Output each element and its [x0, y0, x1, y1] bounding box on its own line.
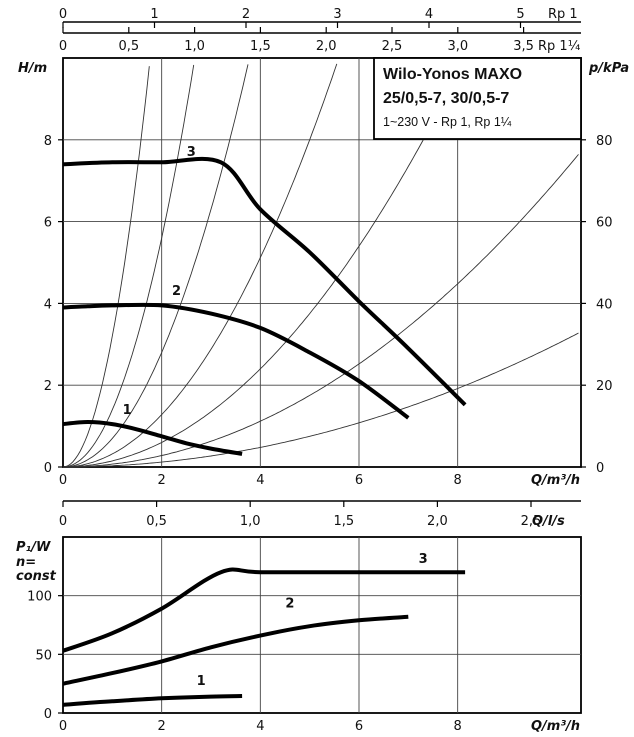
system-curve [62, 64, 249, 468]
tick-labels: 0 1 2 3 4 50 0,5 1,0 1,5 2,0 2,5 3,0 3,50 2 4 6 80246802… [27, 7, 612, 734]
power-x-tick-label: 2 [158, 719, 166, 734]
bottom-top-axis-tick-label: 0 [59, 514, 67, 529]
power-x-tick-label: 4 [256, 719, 264, 734]
x-tick-label: 0 [59, 473, 67, 488]
top-axis-2-tick-label: 2,0 [316, 39, 337, 54]
curve-label-2: 2 [172, 284, 181, 299]
system-curve [63, 59, 466, 468]
pump-curve-2 [62, 302, 410, 420]
bottom-top-axis-tick-label: 2,5 [521, 514, 542, 529]
top-axis-1-tick-label: 3 [333, 7, 341, 22]
x-tick-label: 2 [158, 473, 166, 488]
y-right-tick-label: 0 [596, 461, 604, 476]
curve-label-3: 3 [187, 145, 196, 160]
y-right-tick-label: 60 [596, 216, 613, 231]
top-axis-1-tick-label: 4 [425, 7, 433, 22]
bottom-top-axis-tick-label: 1,0 [240, 514, 261, 529]
x-axis-label: Q/m³/h [531, 473, 580, 488]
top-axis-1-tick-label: 2 [242, 7, 250, 22]
top-axis-1-tick-label: 5 [516, 7, 524, 22]
power-y-tick-label: 50 [35, 648, 52, 663]
power-y-axis-label-3: const [16, 569, 57, 584]
y-tick-label: 4 [44, 297, 52, 312]
bottom-top-axis-unit: Q/l/s [532, 514, 565, 529]
y-axis-right-label: p/kPa [588, 61, 629, 76]
top-axis-2-tick-label: 2,5 [382, 39, 403, 54]
bottom-top-axis-tick-label: 0,5 [146, 514, 167, 529]
curve-label-1: 1 [123, 403, 132, 418]
series-lines: 1 2 3 1 2 3 [62, 145, 467, 707]
power-y-tick-label: 100 [27, 590, 52, 605]
chart-frame [62, 21, 582, 714]
power-x-tick-label: 6 [355, 719, 363, 734]
power-curve-3 [62, 567, 466, 653]
title-box [373, 57, 582, 140]
power-y-tick-label: 0 [44, 707, 52, 722]
power-x-axis-label: Q/m³/h [531, 719, 580, 734]
chart-title: Wilo-Yonos MAXO [383, 66, 522, 83]
top-plot-frame [62, 57, 582, 468]
top-axis-2-tick-label: 0 [59, 39, 67, 54]
top-axis-2-tick-label: 1,0 [184, 39, 205, 54]
system-curve [63, 332, 579, 468]
top-axis-2-tick-label: 0,5 [118, 39, 139, 54]
chart-title-line2: 25/0,5-7, 30/0,5-7 [383, 90, 509, 107]
grid [63, 58, 581, 713]
y-axis-label: H/m [18, 61, 47, 76]
power-x-tick-label: 0 [59, 719, 67, 734]
power-curve-1 [62, 694, 243, 707]
x-tick-label: 4 [256, 473, 264, 488]
top-axis-2-tick-label: 1,5 [250, 39, 271, 54]
y-tick-label: 2 [44, 379, 52, 394]
pump-curve-3 [62, 156, 467, 407]
chart-subtitle: 1~230 V - Rp 1, Rp 1¼ [383, 115, 512, 129]
y-right-tick-label: 80 [596, 134, 613, 149]
top-axis-1-tick-label: 0 [59, 7, 67, 22]
top-axis-2-tick-label: 3,5 [513, 39, 534, 54]
y-tick-label: 8 [44, 134, 52, 149]
power-y-axis-label: P₁/W [16, 540, 51, 555]
x-tick-label: 6 [355, 473, 363, 488]
power-y-axis-label-2: n= [16, 555, 36, 570]
power-curve-2 [62, 614, 409, 686]
system-curve [63, 154, 579, 468]
x-tick-label: 8 [454, 473, 462, 488]
power-curve-label-2: 2 [285, 596, 294, 611]
top-axis-2-tick-label: 3,0 [447, 39, 468, 54]
top-axis-1-unit: Rp 1 [548, 7, 578, 22]
top-axis-2-unit: Rp 1¼ [538, 39, 581, 54]
y-tick-label: 0 [44, 461, 52, 476]
bottom-plot-frame [62, 536, 582, 714]
power-x-tick-label: 8 [454, 719, 462, 734]
power-curve-label-1: 1 [197, 674, 206, 689]
system-curves [62, 59, 579, 468]
system-curve [63, 63, 338, 468]
top-axis-1-tick-label: 1 [150, 7, 158, 22]
y-right-tick-label: 20 [596, 379, 613, 394]
y-tick-label: 6 [44, 216, 52, 231]
y-right-tick-label: 40 [596, 297, 613, 312]
system-curve [62, 64, 195, 468]
bottom-top-axis-tick-label: 2,0 [427, 514, 448, 529]
bottom-top-axis-tick-label: 1,5 [333, 514, 354, 529]
power-curve-label-3: 3 [419, 552, 428, 567]
pump-curve-1 [62, 419, 243, 456]
system-curve [62, 66, 150, 468]
